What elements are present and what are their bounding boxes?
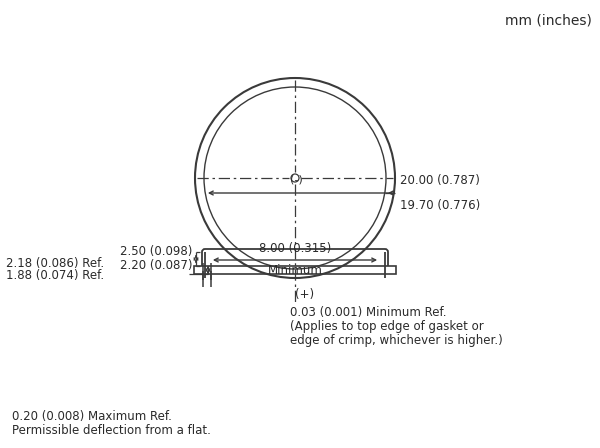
Text: edge of crimp, whichever is higher.): edge of crimp, whichever is higher.): [290, 334, 503, 347]
Text: 1.88 (0.074) Ref.: 1.88 (0.074) Ref.: [6, 270, 104, 283]
Text: (+): (+): [295, 288, 314, 301]
Text: 2.18 (0.086) Ref.: 2.18 (0.086) Ref.: [6, 258, 104, 271]
Text: 8.00 (0.315): 8.00 (0.315): [259, 242, 331, 255]
Text: mm (inches): mm (inches): [505, 14, 592, 28]
Text: (-): (-): [290, 174, 302, 184]
Text: Minimum: Minimum: [268, 264, 322, 277]
Text: 19.70 (0.776): 19.70 (0.776): [400, 199, 480, 212]
Text: 0.20 (0.008) Maximum Ref.: 0.20 (0.008) Maximum Ref.: [12, 410, 172, 423]
Text: 2.50 (0.098): 2.50 (0.098): [119, 246, 192, 258]
Text: (Applies to top edge of gasket or: (Applies to top edge of gasket or: [290, 320, 484, 333]
Bar: [194, 266, 396, 274]
Text: 20.00 (0.787): 20.00 (0.787): [400, 174, 480, 187]
Text: 2.20 (0.087): 2.20 (0.087): [119, 259, 192, 272]
Text: 0.03 (0.001) Minimum Ref.: 0.03 (0.001) Minimum Ref.: [290, 306, 446, 319]
Text: Permissible deflection from a flat.: Permissible deflection from a flat.: [12, 424, 211, 437]
FancyBboxPatch shape: [202, 249, 388, 269]
